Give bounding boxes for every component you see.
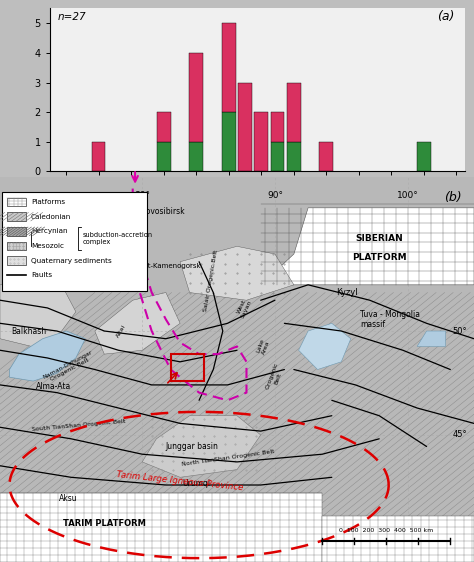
Text: Salair Orogenic Belt: Salair Orogenic Belt xyxy=(203,250,219,312)
Bar xyxy=(238,83,252,171)
Bar xyxy=(189,53,203,142)
Bar xyxy=(171,354,204,381)
Bar xyxy=(287,83,301,142)
Text: TARIM PLATFORM: TARIM PLATFORM xyxy=(63,519,146,528)
Text: 50°: 50° xyxy=(452,327,467,336)
Bar xyxy=(322,516,474,562)
Polygon shape xyxy=(9,331,85,381)
Text: subduction-accretion
complex: subduction-accretion complex xyxy=(83,232,153,245)
Polygon shape xyxy=(0,285,76,350)
Text: n=27: n=27 xyxy=(58,12,87,22)
Text: West
Sayan: West Sayan xyxy=(235,297,253,319)
Bar xyxy=(2,192,147,291)
Text: Tarim Large Igneous Province: Tarim Large Igneous Province xyxy=(116,470,244,492)
Text: SIBERIAN: SIBERIAN xyxy=(356,234,403,243)
Text: 80°: 80° xyxy=(134,191,150,200)
Text: Naman-Dzhungar
Orogenic Belt: Naman-Dzhungar Orogenic Belt xyxy=(42,350,96,386)
Polygon shape xyxy=(180,246,294,300)
Text: 45°: 45° xyxy=(452,430,467,439)
Text: 100°: 100° xyxy=(397,191,419,200)
Bar xyxy=(157,112,171,142)
Text: Balkhash: Balkhash xyxy=(11,327,46,336)
Bar xyxy=(7,256,26,265)
Polygon shape xyxy=(95,293,180,354)
Polygon shape xyxy=(142,416,261,477)
Bar xyxy=(271,112,284,142)
Text: Orogenic
Belt: Orogenic Belt xyxy=(265,362,285,392)
Bar xyxy=(7,198,26,206)
Bar xyxy=(222,23,236,112)
X-axis label: Age, Ma: Age, Ma xyxy=(235,195,280,205)
Text: 90°: 90° xyxy=(267,191,283,200)
Text: South TianShan Orogenic Belt: South TianShan Orogenic Belt xyxy=(31,419,125,432)
Text: Ust-Kamenogorsk: Ust-Kamenogorsk xyxy=(140,262,201,269)
Text: Aksu: Aksu xyxy=(59,494,78,503)
Text: (b): (b) xyxy=(445,191,462,203)
Text: Altai: Altai xyxy=(115,324,127,338)
Text: Hercynian: Hercynian xyxy=(31,228,67,234)
Text: Urumqi: Urumqi xyxy=(182,479,210,488)
Bar xyxy=(91,142,106,171)
Text: Faults: Faults xyxy=(31,272,52,278)
Text: Mesozoic: Mesozoic xyxy=(31,243,64,249)
Polygon shape xyxy=(261,208,474,285)
Polygon shape xyxy=(299,323,351,370)
Text: Junggar basin: Junggar basin xyxy=(165,442,219,451)
Text: Kyzyl: Kyzyl xyxy=(337,288,358,297)
Text: Tuva - Mongolia
massif: Tuva - Mongolia massif xyxy=(360,310,420,329)
Text: Platforms: Platforms xyxy=(31,199,65,205)
Bar xyxy=(189,142,203,171)
Bar xyxy=(417,142,431,171)
Text: Quaternary sediments: Quaternary sediments xyxy=(31,257,111,264)
Text: North TianShan Orogenic Belt: North TianShan Orogenic Belt xyxy=(181,449,274,467)
Text: Alma-Ata: Alma-Ata xyxy=(36,382,71,391)
Text: (a): (a) xyxy=(437,10,454,23)
Bar xyxy=(0,493,322,562)
Text: Caledonian: Caledonian xyxy=(31,214,71,220)
Text: PLATFORM: PLATFORM xyxy=(352,253,407,262)
Text: Lake
Area: Lake Area xyxy=(255,338,271,355)
Bar xyxy=(319,142,333,171)
Bar xyxy=(271,142,284,171)
Bar xyxy=(222,112,236,171)
Polygon shape xyxy=(417,331,446,346)
Bar xyxy=(7,227,26,235)
Bar xyxy=(157,142,171,171)
Text: Novosibirsk: Novosibirsk xyxy=(140,207,184,216)
Bar xyxy=(287,142,301,171)
Bar xyxy=(7,242,26,250)
Bar xyxy=(7,212,26,221)
Bar xyxy=(254,112,268,171)
Text: 0  100  200  300  400  500 km: 0 100 200 300 400 500 km xyxy=(339,528,433,533)
